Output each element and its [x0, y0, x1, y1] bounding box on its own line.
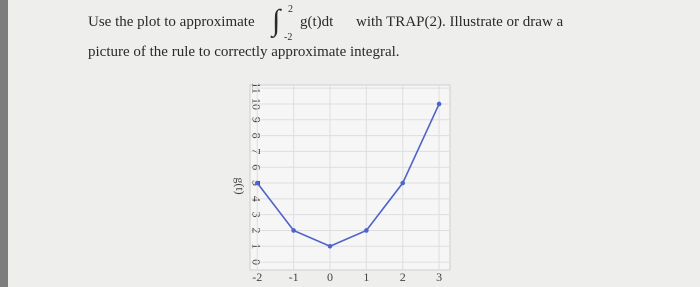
plot-area [249, 84, 451, 271]
point [291, 228, 296, 233]
y-tick-label: 11 [249, 82, 263, 94]
question-suffix: with TRAP(2). Illustrate or draw a [356, 14, 564, 30]
y-tick-label: 2 [249, 227, 263, 233]
integral-sign: ∫ [270, 4, 282, 39]
x-tick-label: 3 [436, 270, 442, 284]
point [436, 101, 442, 107]
point [327, 243, 333, 249]
y-tick-label: 8 [249, 133, 263, 139]
integral-lower: -2 [284, 32, 292, 43]
y-tick-label: 3 [249, 212, 263, 218]
question-prefix: Use the plot to approximate [88, 14, 255, 30]
x-tick-label: -1 [289, 270, 299, 284]
x-tick-label: 0 [327, 270, 333, 284]
x-tick-label: 1 [363, 270, 369, 284]
x-tick-label: 2 [400, 270, 406, 284]
y-axis-label: g(t) [233, 177, 247, 194]
point [254, 180, 260, 186]
curve [256, 103, 440, 248]
integral-upper: 2 [288, 4, 293, 15]
y-tick-label: 7 [249, 148, 263, 154]
y-tick-label: 1 [249, 243, 263, 249]
point [400, 180, 406, 186]
y-tick-label: 6 [249, 164, 263, 170]
y-tick-label: 4 [249, 196, 263, 202]
integrand: g(t)dt [300, 14, 334, 30]
y-tick-label: 0 [249, 259, 263, 265]
point [364, 228, 369, 233]
question-line2: picture of the rule to correctly approxi… [88, 44, 400, 60]
left-edge [0, 0, 8, 287]
x-tick-label: -2 [252, 270, 262, 284]
y-tick-label: 10 [249, 98, 263, 110]
y-tick-label: 9 [249, 117, 263, 123]
